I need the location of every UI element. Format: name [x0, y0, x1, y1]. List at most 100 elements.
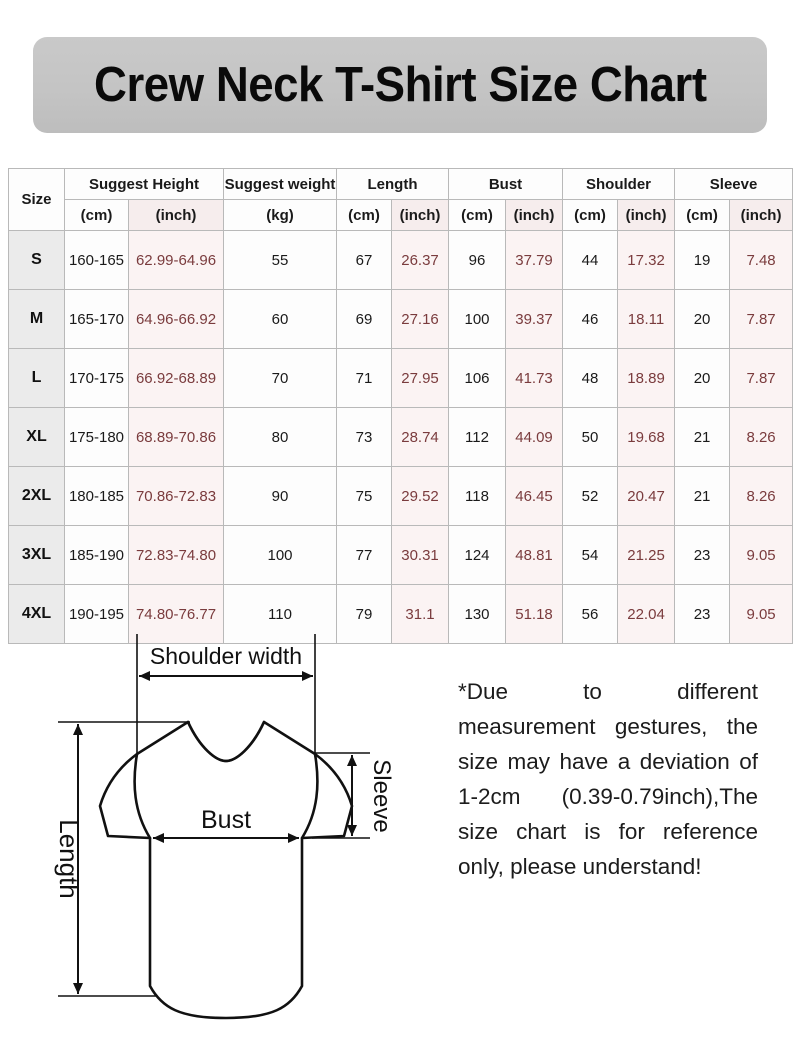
header-size: Size	[8, 168, 65, 231]
cell-bust-inch: 37.79	[505, 230, 564, 290]
table-row: M 165-170 64.96-66.92 60 69 27.16 100 39.37 46 18…	[8, 289, 794, 349]
table-row: XL 175-180 68.89-70.86 80 73 28.74 112 44.09 50 1…	[8, 407, 794, 467]
cell-height-cm: 170-175	[64, 348, 129, 408]
cell-length-inch: 26.37	[391, 230, 450, 290]
cell-shoulder-inch: 18.11	[617, 289, 676, 349]
cell-height-inch: 66.92-68.89	[127, 348, 225, 408]
unit-bust-inch: (inch)	[505, 199, 564, 231]
tshirt-outline	[98, 720, 354, 1020]
cell-length-inch: 27.95	[391, 348, 450, 408]
cell-bust-inch: 46.45	[505, 466, 564, 526]
cell-bust-inch: 39.37	[505, 289, 564, 349]
cell-height-cm: 165-170	[64, 289, 129, 349]
cell-bust-cm: 124	[448, 525, 507, 585]
cell-length-cm: 79	[336, 584, 393, 644]
header-shoulder: Shoulder	[562, 168, 676, 200]
table-row: 2XL 180-185 70.86-72.83 90 75 29.52 118 46.45 52…	[8, 466, 794, 526]
cell-shoulder-inch: 21.25	[617, 525, 676, 585]
cell-shoulder-cm: 52	[562, 466, 619, 526]
cell-height-inch: 64.96-66.92	[127, 289, 225, 349]
header-suggest-height: Suggest Height	[63, 168, 225, 200]
cell-sleeve-cm: 23	[674, 525, 731, 585]
cell-length-inch: 30.31	[391, 525, 450, 585]
group-header-row: Size Suggest Height Suggest weight Lengt…	[8, 168, 794, 231]
cell-length-inch: 31.1	[391, 584, 450, 644]
cell-sleeve-cm: 19	[674, 230, 731, 290]
unit-bust-cm: (cm)	[448, 199, 507, 231]
cell-length-cm: 77	[336, 525, 393, 585]
size-chart-table: Size Suggest Height Suggest weight Lengt…	[8, 168, 794, 644]
cell-bust-cm: 100	[448, 289, 507, 349]
cell-size-label: S	[8, 230, 65, 290]
cell-length-cm: 73	[336, 407, 393, 467]
unit-sleeve-cm: (cm)	[674, 199, 731, 231]
cell-weight-kg: 55	[223, 230, 338, 290]
cell-height-inch: 74.80-76.77	[127, 584, 225, 644]
bust-dimension: Bust	[153, 806, 299, 843]
cell-height-cm: 180-185	[64, 466, 129, 526]
deviation-note: *Due to different measurement gestures, …	[458, 674, 758, 884]
cell-sleeve-inch: 9.05	[729, 525, 794, 585]
cell-length-inch: 27.16	[391, 289, 450, 349]
unit-height-inch: (inch)	[127, 199, 225, 231]
table-body: S 160-165 62.99-64.96 55 67 26.37 96 37.79 44 17.…	[8, 230, 794, 644]
cell-height-inch: 72.83-74.80	[127, 525, 225, 585]
cell-length-cm: 75	[336, 466, 393, 526]
unit-shoulder-cm: (cm)	[562, 199, 619, 231]
header-bust: Bust	[448, 168, 564, 200]
table-row: S 160-165 62.99-64.96 55 67 26.37 96 37.79 44 17.…	[8, 230, 794, 290]
tshirt-measurement-diagram: Shoulder width Bust	[40, 626, 440, 1040]
cell-weight-kg: 100	[223, 525, 338, 585]
bust-label: Bust	[201, 806, 251, 834]
shoulder-width-dimension: Shoulder width	[139, 643, 313, 681]
page-title: Crew Neck T-Shirt Size Chart	[93, 58, 707, 112]
cell-length-cm: 69	[336, 289, 393, 349]
unit-sleeve-inch: (inch)	[729, 199, 794, 231]
cell-sleeve-cm: 23	[674, 584, 731, 644]
cell-shoulder-cm: 56	[562, 584, 619, 644]
cell-size-label: M	[8, 289, 65, 349]
table-row: 3XL 185-190 72.83-74.80 100 77 30.31 124 48.81 5…	[8, 525, 794, 585]
cell-shoulder-cm: 46	[562, 289, 619, 349]
cell-shoulder-cm: 50	[562, 407, 619, 467]
tshirt-diagram-svg: Shoulder width Bust	[54, 634, 395, 1020]
cell-height-cm: 160-165	[64, 230, 129, 290]
table-row: L 170-175 66.92-68.89 70 71 27.95 106 41.73 48 18…	[8, 348, 794, 408]
table-header: Size Suggest Height Suggest weight Lengt…	[8, 168, 794, 231]
sleeve-label: Sleeve	[368, 759, 395, 832]
cell-size-label: XL	[8, 407, 65, 467]
cell-shoulder-cm: 44	[562, 230, 619, 290]
length-dimension: Length	[54, 724, 84, 994]
cell-bust-cm: 130	[448, 584, 507, 644]
cell-bust-cm: 112	[448, 407, 507, 467]
cell-weight-kg: 90	[223, 466, 338, 526]
cell-bust-cm: 96	[448, 230, 507, 290]
cell-sleeve-cm: 21	[674, 466, 731, 526]
cell-shoulder-inch: 20.47	[617, 466, 676, 526]
cell-size-label: 2XL	[8, 466, 65, 526]
cell-weight-kg: 110	[223, 584, 338, 644]
cell-size-label: 3XL	[8, 525, 65, 585]
cell-bust-inch: 44.09	[505, 407, 564, 467]
cell-length-cm: 71	[336, 348, 393, 408]
header-length: Length	[336, 168, 450, 200]
table-row: 4XL 190-195 74.80-76.77 110 79 31.1 130 51.18 56…	[8, 584, 794, 644]
cell-bust-inch: 51.18	[505, 584, 564, 644]
cell-bust-inch: 48.81	[505, 525, 564, 585]
cell-sleeve-inch: 7.48	[729, 230, 794, 290]
title-banner: Crew Neck T-Shirt Size Chart	[33, 37, 767, 133]
header-sleeve: Sleeve	[674, 168, 794, 200]
cell-height-inch: 62.99-64.96	[127, 230, 225, 290]
lower-section: Shoulder width Bust	[0, 612, 800, 1040]
sleeve-dimension: Sleeve	[347, 755, 395, 836]
unit-length-inch: (inch)	[391, 199, 450, 231]
cell-sleeve-inch: 9.05	[729, 584, 794, 644]
cell-shoulder-inch: 22.04	[617, 584, 676, 644]
cell-sleeve-cm: 20	[674, 348, 731, 408]
cell-sleeve-inch: 7.87	[729, 289, 794, 349]
cell-bust-cm: 106	[448, 348, 507, 408]
cell-bust-cm: 118	[448, 466, 507, 526]
cell-length-inch: 28.74	[391, 407, 450, 467]
cell-weight-kg: 70	[223, 348, 338, 408]
cell-height-inch: 70.86-72.83	[127, 466, 225, 526]
